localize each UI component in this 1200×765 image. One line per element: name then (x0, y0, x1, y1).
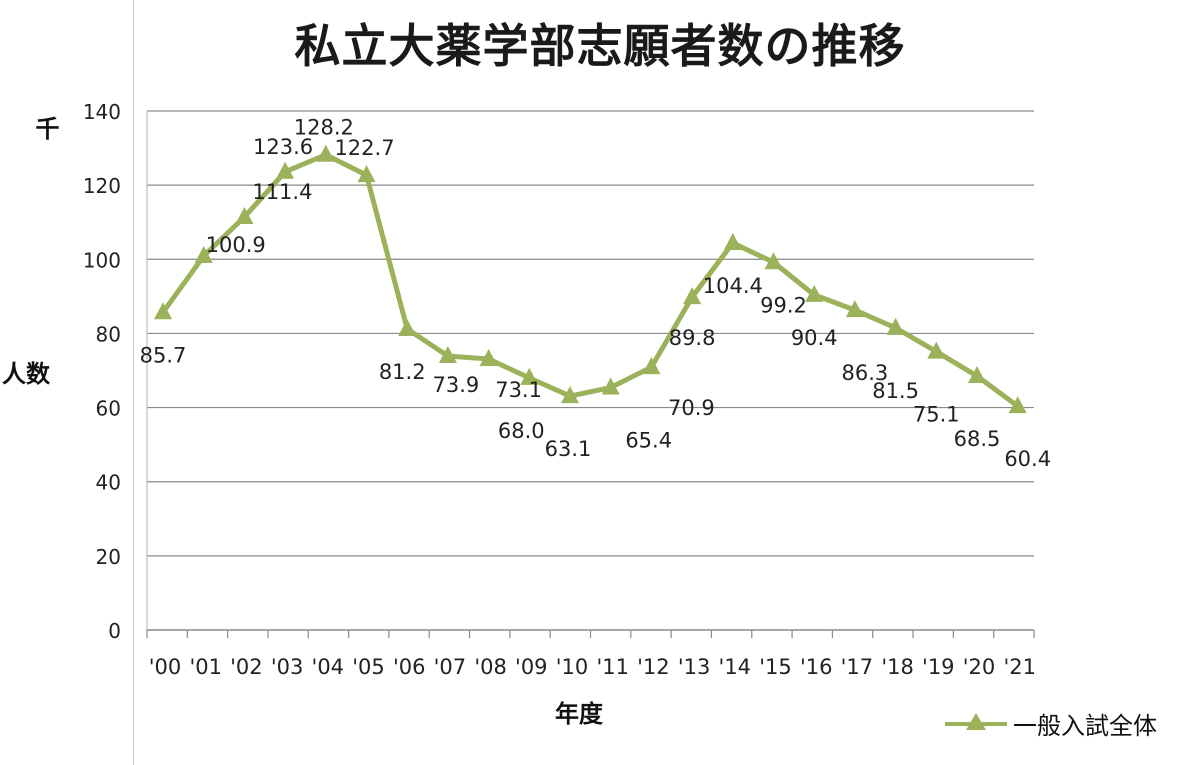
data-label: 81.5 (872, 379, 919, 403)
data-point-marker (805, 284, 824, 302)
x-tick-label: '15 (759, 655, 792, 679)
x-tick-label: '10 (556, 655, 589, 679)
data-point-marker (398, 318, 417, 336)
data-point-marker (194, 245, 213, 263)
series-markers (154, 144, 1027, 414)
legend-swatch (945, 713, 1007, 730)
gridlines (147, 110, 1034, 557)
data-point-marker (479, 349, 498, 367)
data-point-marker (561, 386, 579, 404)
data-point-marker (520, 367, 539, 385)
y-tick-label: 80 (96, 322, 121, 346)
data-point-marker (154, 302, 172, 320)
y-tick-label: 60 (96, 397, 121, 421)
legend-label: 一般入試全体 (1013, 711, 1157, 740)
x-tick-label: '01 (189, 655, 222, 679)
x-tick-label: '17 (841, 655, 874, 679)
x-axis-label: 年度 (555, 700, 603, 728)
series-lines (160, 152, 1020, 409)
data-label: 81.2 (379, 360, 426, 384)
data-point-marker (968, 366, 986, 384)
x-tick-label: '02 (230, 655, 263, 679)
data-label: 89.8 (669, 326, 716, 350)
data-label: 73.9 (433, 373, 480, 397)
y-tick-labels: 0 20 40 60 80 100 120 140 (83, 100, 121, 643)
x-tick-label: '19 (922, 655, 955, 679)
x-tick-label: '14 (719, 655, 752, 679)
data-point-marker (438, 346, 457, 364)
data-label: 104.4 (703, 274, 763, 298)
data-label: 122.7 (334, 136, 394, 160)
data-label: 90.4 (791, 326, 838, 350)
data-label: 85.7 (140, 343, 187, 367)
y-tick-label: 100 (83, 248, 121, 272)
legend: 一般入試全体 (945, 705, 1157, 741)
data-label: 65.4 (625, 429, 672, 453)
data-point-marker (235, 207, 254, 225)
series-line (160, 152, 1020, 409)
data-label: 63.1 (545, 437, 592, 461)
data-point-marker (683, 287, 702, 305)
data-label: 111.4 (252, 180, 312, 204)
y-tick-label: 140 (83, 100, 121, 124)
data-point-marker (601, 377, 620, 395)
data-label: 60.4 (1004, 447, 1051, 471)
data-label: 128.2 (294, 116, 354, 140)
x-tick-label: '21 (1003, 655, 1036, 679)
data-point-marker (642, 357, 661, 375)
x-tick-label: '04 (312, 655, 345, 679)
x-tick-label: '11 (596, 655, 629, 679)
frame-divider (133, 0, 134, 765)
data-label: 86.3 (842, 361, 889, 385)
y-tick-label: 20 (96, 545, 121, 569)
data-point-marker (927, 341, 946, 359)
x-tick-label: '18 (881, 655, 914, 679)
x-tick-label: '05 (352, 655, 385, 679)
x-tick-label: '06 (393, 655, 426, 679)
data-label: 123.6 (253, 135, 313, 159)
data-label: 70.9 (668, 396, 715, 420)
x-tick-label: '00 (149, 655, 182, 679)
data-point-marker (723, 232, 742, 250)
data-point-marker (357, 165, 376, 183)
x-tick-labels: '00 '01 '02 '03 '04 '05 '06 '07 '08 '09 '10 '11 '12 '… (149, 655, 1036, 679)
x-tick-label: '13 (678, 655, 711, 679)
x-tick-label: '03 (271, 655, 304, 679)
x-axis (146, 111, 1035, 638)
x-tick-label: '20 (963, 655, 996, 679)
x-tick-label: '16 (800, 655, 833, 679)
data-label: 100.9 (206, 233, 266, 257)
data-point-marker (845, 300, 864, 318)
x-tick-label: '09 (515, 655, 548, 679)
data-label: 99.2 (760, 293, 807, 317)
y-tick-label: 0 (108, 619, 121, 643)
y-axis-unit: 千 (31, 116, 59, 140)
data-label: 68.0 (498, 419, 545, 443)
data-point-marker (886, 317, 905, 335)
chart-title: 私立大薬学部志願者数の推移 (294, 19, 906, 73)
y-axis-label: 人数 (2, 360, 50, 388)
data-point-marker (276, 161, 295, 179)
data-point-marker (1008, 396, 1027, 414)
data-label: 75.1 (913, 403, 960, 427)
x-tick-label: '08 (474, 655, 507, 679)
data-label: 68.5 (954, 427, 1001, 451)
x-tick-label: '12 (637, 655, 670, 679)
y-tick-label: 40 (96, 471, 121, 495)
data-point-marker (764, 252, 783, 270)
x-tick-label: '07 (434, 655, 467, 679)
data-point-marker (316, 144, 335, 162)
data-label: 73.1 (495, 378, 542, 402)
y-tick-label: 120 (83, 174, 121, 198)
